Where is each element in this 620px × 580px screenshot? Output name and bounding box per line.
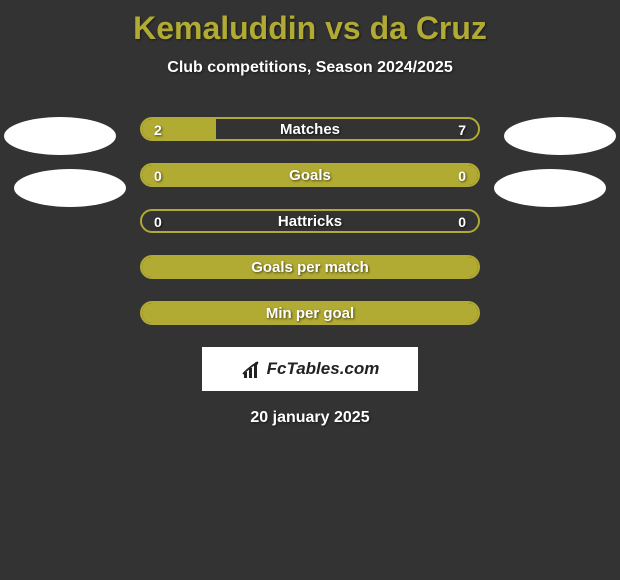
page-title: Kemaluddin vs da Cruz [0,0,620,47]
stat-bar-min-per-goal: Min per goal [140,301,480,325]
stat-label: Goals [142,165,478,185]
player-left-avatar-2 [14,169,126,207]
player-right-avatar [504,117,616,155]
comparison-chart: 2Matches70Goals00Hattricks0Goals per mat… [0,117,620,325]
stat-bar-goals-per-match: Goals per match [140,255,480,279]
stat-right-value: 0 [458,211,466,231]
snapshot-date: 20 january 2025 [0,409,620,427]
page-subtitle: Club competitions, Season 2024/2025 [0,59,620,77]
player-left-avatar [4,117,116,155]
fctables-logo: FcTables.com [202,347,418,391]
stat-label: Hattricks [142,211,478,231]
stat-right-value: 7 [458,119,466,139]
stat-label: Goals per match [142,257,478,277]
stat-bar-matches: 2Matches7 [140,117,480,141]
logo-chart-icon [241,360,263,378]
stat-right-value: 0 [458,165,466,185]
logo-text: FcTables.com [267,359,380,379]
stat-label: Matches [142,119,478,139]
stat-label: Min per goal [142,303,478,323]
player-right-avatar-2 [494,169,606,207]
stat-bar-goals: 0Goals0 [140,163,480,187]
stat-bar-hattricks: 0Hattricks0 [140,209,480,233]
